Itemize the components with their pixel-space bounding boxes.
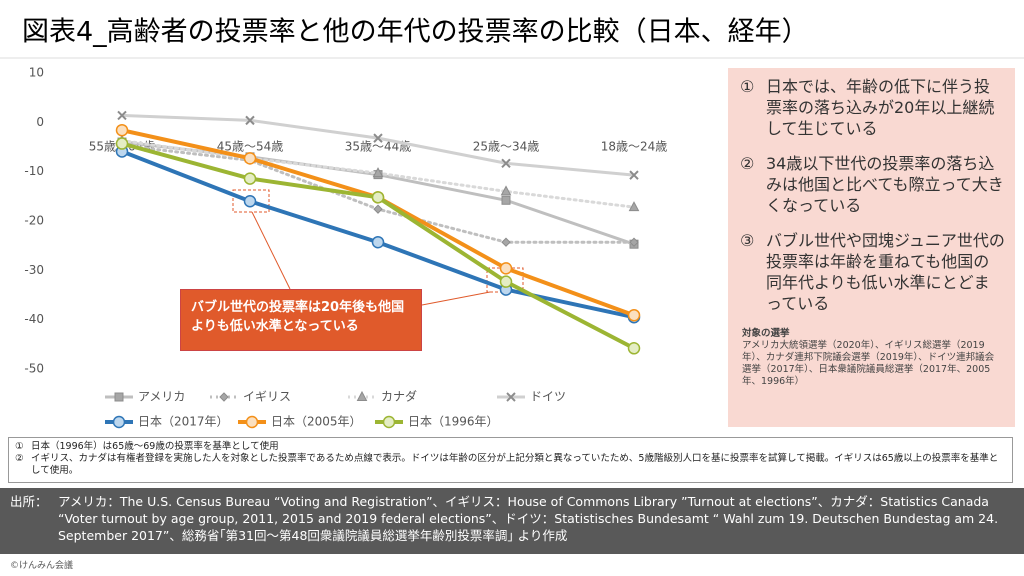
annotation: バブル世代の投票率は20年後も他国よりも低い水準となっている [180, 289, 422, 351]
y-tick-label: -10 [24, 164, 44, 178]
legend-label: カナダ [381, 389, 417, 404]
y-tick-label: -20 [24, 214, 44, 228]
note-number: ③ [740, 231, 755, 250]
source-text: アメリカ：The U.S. Census Bureau “Voting and … [58, 494, 999, 543]
footnotes: ① 日本（1996年）は65歳～69歳の投票率を基準として使用 ② イギリス、カナダは… [8, 437, 1013, 483]
point [627, 308, 641, 322]
footnote: ② イギリス、カナダは有権者登録を実施した人を対象とした投票率であるため点線で表示… [15, 453, 1006, 477]
footnote-text: イギリス、カナダは有権者登録を実施した人を対象とした投票率であるため点線で表示。… [31, 453, 999, 476]
election-note-text: アメリカ大統領選挙（2020年）、イギリス総選挙（2019年）、カナダ連邦下院議… [742, 340, 995, 387]
point [243, 172, 257, 185]
chart-title: 図表4_高齢者の投票率と他の年代の投票率の比較（日本、経年） [22, 17, 809, 48]
connector [421, 291, 491, 306]
point [243, 152, 257, 165]
point [245, 415, 259, 429]
note-number: ① [740, 77, 755, 96]
point [373, 133, 383, 143]
point [629, 237, 639, 247]
source: 出所： アメリカ：The U.S. Census Bureau “Voting a… [0, 488, 1024, 554]
point [627, 342, 641, 355]
note-text: バブル世代や団塊ジュニア世代の投票率は年齢を重ねても他国の同年代よりも低い水準に… [766, 231, 1005, 313]
legend-label: イギリス [243, 390, 291, 404]
note-number: ② [740, 154, 755, 173]
legend-label: 日本（1996年） [408, 415, 499, 429]
election-note: 対象の選挙 アメリカ大統領選挙（2020年）、イギリス総選挙（2019年）、カナダ… [742, 328, 1003, 388]
point [501, 195, 511, 205]
footnote-text: 日本（1996年）は65歳～69歳の投票率を基準として使用 [31, 441, 279, 452]
side-note: ② 34歳以下世代の投票率の落ち込みは他国と比べても際立って大きくなっている [740, 153, 1005, 216]
x-tick-label: 35歳～44歳 [345, 140, 412, 154]
point [506, 392, 516, 402]
legend-label: 日本（2017年） [138, 415, 229, 429]
y-tick-label: 10 [29, 66, 44, 80]
y-tick-label: -30 [24, 263, 44, 277]
highlight-box [232, 189, 270, 213]
note-text: 34歳以下世代の投票率の落ち込みは他国と比べても際立って大きくなっている [766, 154, 1004, 215]
election-note-title: 対象の選挙 [742, 328, 790, 339]
x-tick-label: 25歳～34歳 [473, 140, 540, 154]
point [114, 392, 124, 402]
x-tick-label: 18歳～24歳 [601, 140, 668, 154]
point [499, 262, 513, 275]
side-note: ① 日本では、年齢の低下に伴う投票率の落ち込みが20年以上継続して生じている [740, 76, 1005, 139]
x-tick-label: 45歳～54歳 [217, 140, 284, 154]
point [117, 110, 127, 121]
footnote-number: ② [15, 453, 24, 464]
point [115, 137, 129, 150]
legend-label: ドイツ [530, 390, 566, 404]
y-tick-label: -40 [24, 312, 44, 326]
series-line [120, 128, 636, 318]
side-panel: ① 日本では、年齢の低下に伴う投票率の落ち込みが20年以上継続して生じている ② 34… [728, 68, 1015, 427]
point [382, 415, 396, 429]
connector [251, 211, 291, 290]
point [112, 415, 126, 429]
legend-label: アメリカ [138, 390, 185, 404]
side-note: ③ バブル世代や団塊ジュニア世代の投票率は年齢を重ねても他国の同年代よりも低い水準… [740, 230, 1005, 314]
point [372, 167, 384, 178]
point [629, 170, 639, 180]
point [371, 191, 385, 204]
note-text: 日本では、年齢の低下に伴う投票率の落ち込みが20年以上継続して生じている [766, 77, 995, 138]
point [628, 201, 640, 212]
point [356, 390, 368, 401]
footnote: ① 日本（1996年）は65歳～69歳の投票率を基準として使用 [15, 441, 1006, 453]
source-label: 出所： [10, 494, 48, 509]
footnote-number: ① [15, 441, 24, 452]
legend-label: 日本（2005年） [271, 415, 362, 429]
point [245, 115, 255, 126]
point [501, 158, 511, 168]
point [500, 185, 512, 196]
point [371, 235, 385, 249]
point [243, 195, 257, 208]
point [219, 392, 229, 402]
y-tick-label: 0 [36, 115, 44, 129]
copyright: ©けんみん会議 [10, 561, 74, 571]
point [499, 275, 513, 288]
point [501, 237, 511, 247]
point [373, 204, 383, 214]
point [115, 123, 129, 137]
y-tick-label: -50 [24, 362, 44, 376]
